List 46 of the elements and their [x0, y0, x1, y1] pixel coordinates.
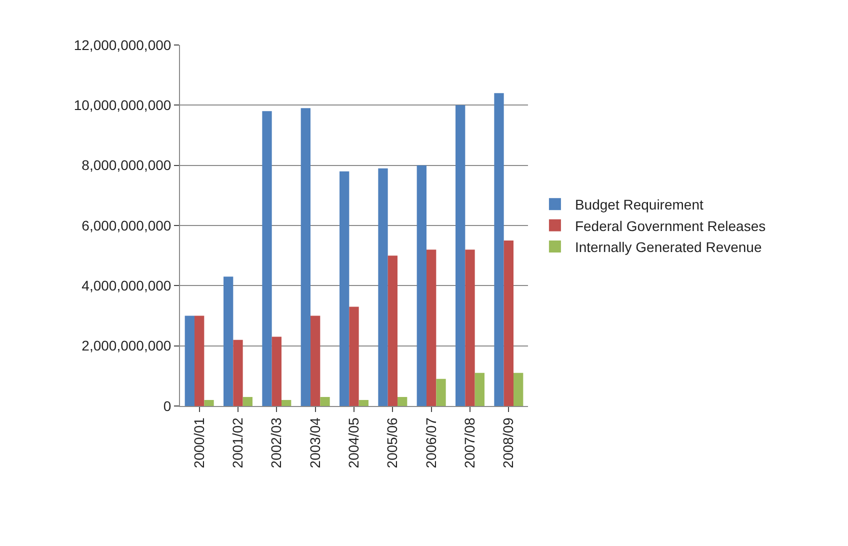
- bar: [388, 256, 398, 406]
- x-tick-label: 2008/09: [500, 417, 516, 468]
- bar: [426, 250, 436, 406]
- legend-label: Internally Generated Revenue: [574, 238, 762, 255]
- x-tick-label: 2005/06: [384, 417, 400, 468]
- bar: [398, 396, 408, 406]
- y-tick-label: 4,000,000,000: [82, 278, 172, 294]
- legend-label: Federal Government Releases: [574, 218, 766, 234]
- bar: [514, 372, 524, 406]
- x-tick-label: 2006/07: [422, 417, 439, 468]
- y-tick-label: 2,000,000,000: [82, 338, 172, 354]
- bar: [310, 316, 320, 406]
- bar: [184, 316, 194, 406]
- bar: [194, 316, 204, 406]
- bar: [340, 171, 350, 406]
- bar: [474, 372, 484, 406]
- x-tick-label: 2004/05: [346, 417, 362, 468]
- bar: [504, 240, 514, 406]
- x-tick-label: 2007/08: [462, 417, 478, 468]
- bar: [272, 336, 282, 406]
- bar: [456, 105, 466, 406]
- x-tick-label: 2001/02: [230, 417, 246, 468]
- bar: [436, 378, 446, 406]
- bar: [378, 168, 388, 406]
- bar: [242, 396, 252, 406]
- bar: [233, 340, 243, 406]
- y-tick-label: 8,000,000,000: [82, 157, 172, 174]
- x-tick-label: 2000/01: [190, 417, 207, 468]
- bar: [358, 400, 368, 406]
- x-tick-label: 2002/03: [268, 417, 284, 468]
- bar: [320, 396, 330, 406]
- bar: [282, 400, 292, 406]
- bar: [465, 250, 475, 406]
- legend-label: Budget Requirement: [574, 196, 704, 213]
- x-tick-label: 2003/04: [306, 417, 323, 468]
- y-tick-label: 12,000,000,000: [74, 36, 172, 53]
- bar: [416, 165, 426, 406]
- y-tick-label: 0: [163, 398, 172, 414]
- y-tick-label: 6,000,000,000: [82, 217, 172, 234]
- bar: [204, 400, 214, 406]
- bar: [494, 93, 504, 406]
- y-tick-label: 10,000,000,000: [74, 97, 172, 114]
- bar: [224, 276, 234, 406]
- bar: [300, 108, 310, 406]
- bar: [262, 111, 272, 406]
- bar: [349, 306, 359, 406]
